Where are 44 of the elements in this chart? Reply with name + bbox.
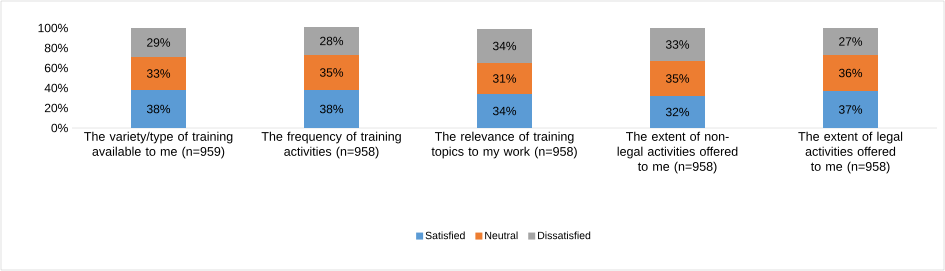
data-label: 38%: [320, 104, 344, 114]
bar: [477, 29, 532, 63]
legend-label: Dissatisfied: [538, 231, 590, 240]
x-tick-label: The extent of non-legal activities offered to me (n=958): [618, 132, 738, 174]
bar: [131, 57, 186, 90]
bar: [650, 96, 706, 128]
data-label: 29%: [147, 38, 170, 47]
bar: [650, 28, 706, 61]
data-label: 38%: [146, 104, 170, 114]
data-label: 27%: [839, 37, 862, 46]
bar: [304, 55, 360, 90]
y-tick-label: 100%: [38, 24, 68, 32]
legend-label: Neutral: [485, 231, 518, 240]
y-tick-label: 0%: [51, 124, 68, 132]
data-label: 31%: [492, 74, 516, 83]
bar: [823, 28, 878, 55]
x-tick-label: The frequency of training activities (n=958): [262, 132, 401, 158]
x-tick-label: The variety/type of training available to me (n=959): [84, 132, 232, 158]
data-label: 34%: [492, 42, 516, 50]
y-tick-label: 40%: [44, 84, 68, 92]
data-label: 36%: [838, 68, 862, 78]
bar: [823, 55, 878, 91]
bar: [131, 90, 186, 128]
data-label: 34%: [492, 106, 516, 116]
x-tick-label: The relevance of training topics to my work (n=958): [432, 132, 577, 158]
bar: [823, 91, 878, 128]
bar: [477, 94, 532, 128]
y-tick-label: 20%: [44, 104, 68, 112]
data-label: 37%: [838, 105, 862, 114]
data-label: 33%: [146, 69, 170, 78]
x-tick-label: The extent of legal activities offered to me (n=958): [798, 132, 902, 174]
legend-label: Satisfied: [426, 231, 465, 240]
data-label: 32%: [666, 108, 690, 116]
data-label: 35%: [666, 74, 690, 83]
y-tick-label: 60%: [44, 64, 68, 72]
data-label: 28%: [320, 36, 344, 46]
data-label: 33%: [666, 40, 690, 49]
bar: [131, 28, 186, 57]
bar: [304, 90, 360, 128]
data-label: 35%: [320, 68, 344, 77]
bar: [477, 63, 532, 94]
bar: [304, 27, 360, 55]
y-tick-label: 80%: [44, 44, 68, 52]
bar: [650, 61, 706, 96]
